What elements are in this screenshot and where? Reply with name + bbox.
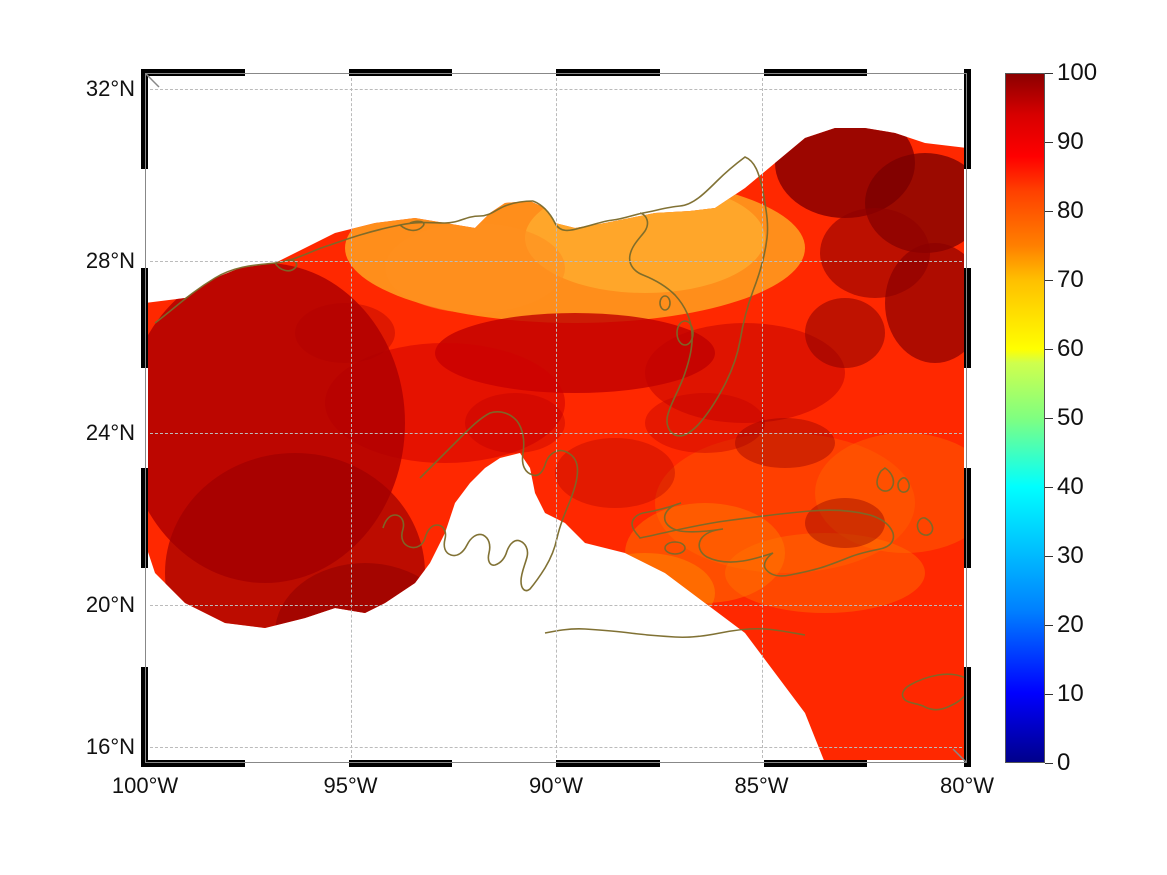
y-tick-label: 20°N: [86, 592, 135, 618]
colorbar-tick: [1045, 763, 1053, 764]
y-tick-label: 32°N: [86, 76, 135, 102]
gridline-horizontal: [145, 89, 967, 90]
colorbar-label-100: 100: [1057, 59, 1097, 87]
colorbar[interactable]: 100 90 80 70 60 50 40 30 20 10 0: [1005, 73, 1045, 763]
x-tick-label: 85°W: [734, 773, 788, 799]
gridline-horizontal: [145, 433, 967, 434]
gridline-horizontal: [145, 261, 967, 262]
colorbar-tick: [1045, 694, 1053, 695]
colorbar-tick: [1045, 211, 1053, 212]
x-tick-label: 95°W: [323, 773, 377, 799]
gridline-vertical: [556, 73, 557, 763]
colorbar-tick: [1045, 280, 1053, 281]
border-checker-left: [141, 69, 148, 767]
x-tick-label: 90°W: [529, 773, 583, 799]
colorbar-label-10: 10: [1057, 680, 1084, 708]
colorbar-tick: [1045, 73, 1053, 74]
colorbar-label-70: 70: [1057, 266, 1084, 294]
border-checker-right: [964, 69, 971, 767]
x-tick-label: 100°W: [112, 773, 178, 799]
gridline-vertical: [351, 73, 352, 763]
gridline-horizontal: [145, 747, 967, 748]
plot-area: [145, 73, 967, 763]
map-figure: 100°W 95°W 90°W 85°W 80°W 32°N 28°N 24°N…: [0, 0, 1167, 875]
colorbar-label-80: 80: [1057, 197, 1084, 225]
colorbar-label-90: 90: [1057, 128, 1084, 156]
colorbar-tick: [1045, 349, 1053, 350]
gridline-horizontal: [145, 605, 967, 606]
colorbar-label-60: 60: [1057, 335, 1084, 363]
x-tick-label: 80°W: [940, 773, 994, 799]
gridline-vertical: [762, 73, 763, 763]
colorbar-tick: [1045, 556, 1053, 557]
colorbar-tick: [1045, 142, 1053, 143]
y-tick-label: 24°N: [86, 420, 135, 446]
colorbar-label-30: 30: [1057, 542, 1084, 570]
colorbar-label-50: 50: [1057, 404, 1084, 432]
border-checker-top: [141, 69, 971, 76]
colorbar-label-0: 0: [1057, 749, 1070, 777]
colorbar-tick: [1045, 418, 1053, 419]
colorbar-tick: [1045, 625, 1053, 626]
colorbar-label-20: 20: [1057, 611, 1084, 639]
colorbar-tick: [1045, 487, 1053, 488]
colorbar-gradient: [1005, 73, 1045, 763]
y-tick-label: 28°N: [86, 248, 135, 274]
y-tick-label: 16°N: [86, 734, 135, 760]
border-checker-bottom: [141, 760, 971, 767]
colorbar-label-40: 40: [1057, 473, 1084, 501]
